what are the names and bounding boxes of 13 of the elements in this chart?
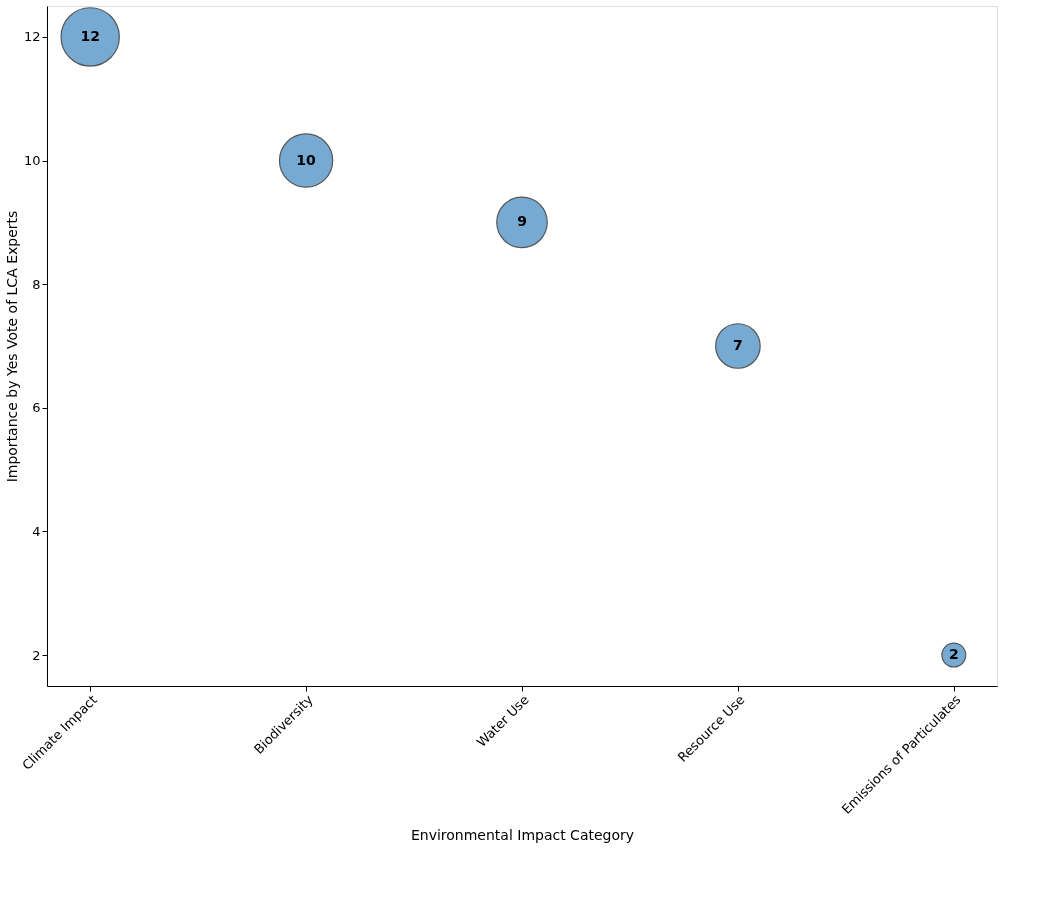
data-label: 12	[80, 27, 100, 44]
y-tick-label: 8	[32, 276, 41, 292]
y-tick-label: 10	[23, 153, 41, 169]
y-tick-label: 6	[32, 400, 41, 416]
y-axis-title: Importance by Yes Vote of LCA Experts	[3, 210, 20, 483]
data-label: 2	[948, 646, 959, 663]
data-label: 10	[296, 151, 317, 168]
x-axis-title: Environmental Impact Category	[410, 826, 635, 843]
y-tick-label: 4	[32, 523, 41, 539]
y-tick-label: 12	[23, 29, 41, 45]
data-label: 9	[517, 213, 527, 230]
data-label: 7	[733, 337, 743, 353]
y-tick-label: 2	[32, 647, 41, 663]
